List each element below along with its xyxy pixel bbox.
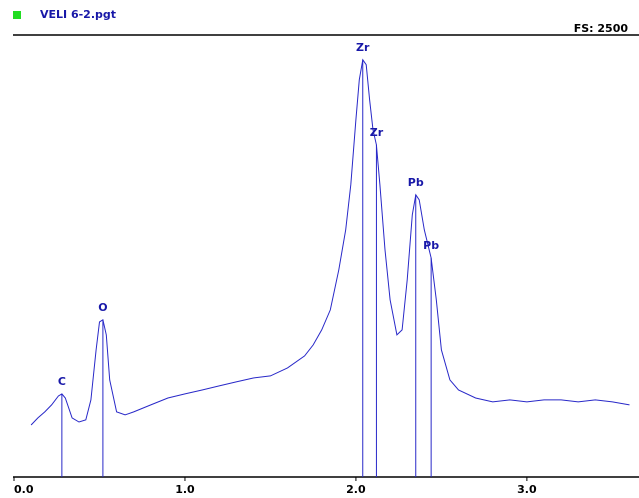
peak-label: Pb bbox=[408, 176, 424, 189]
peak-label: Pb bbox=[423, 239, 439, 252]
chart-title: VELI 6-2.pgt bbox=[40, 8, 116, 21]
status-icon bbox=[13, 11, 21, 19]
peak-label: C bbox=[58, 375, 66, 388]
spectrum-line bbox=[30, 58, 630, 426]
peak-label: Zr bbox=[370, 126, 384, 139]
full-scale: FS: 2500 bbox=[574, 22, 629, 35]
x-tick-label: 0.0 bbox=[14, 483, 34, 496]
peak-label: O bbox=[98, 301, 107, 314]
x-tick-label: 3.0 bbox=[517, 483, 537, 496]
x-tick-label: 1.0 bbox=[175, 483, 195, 496]
peak-label: Zr bbox=[356, 41, 370, 54]
x-tick-label: 2.0 bbox=[346, 483, 366, 496]
